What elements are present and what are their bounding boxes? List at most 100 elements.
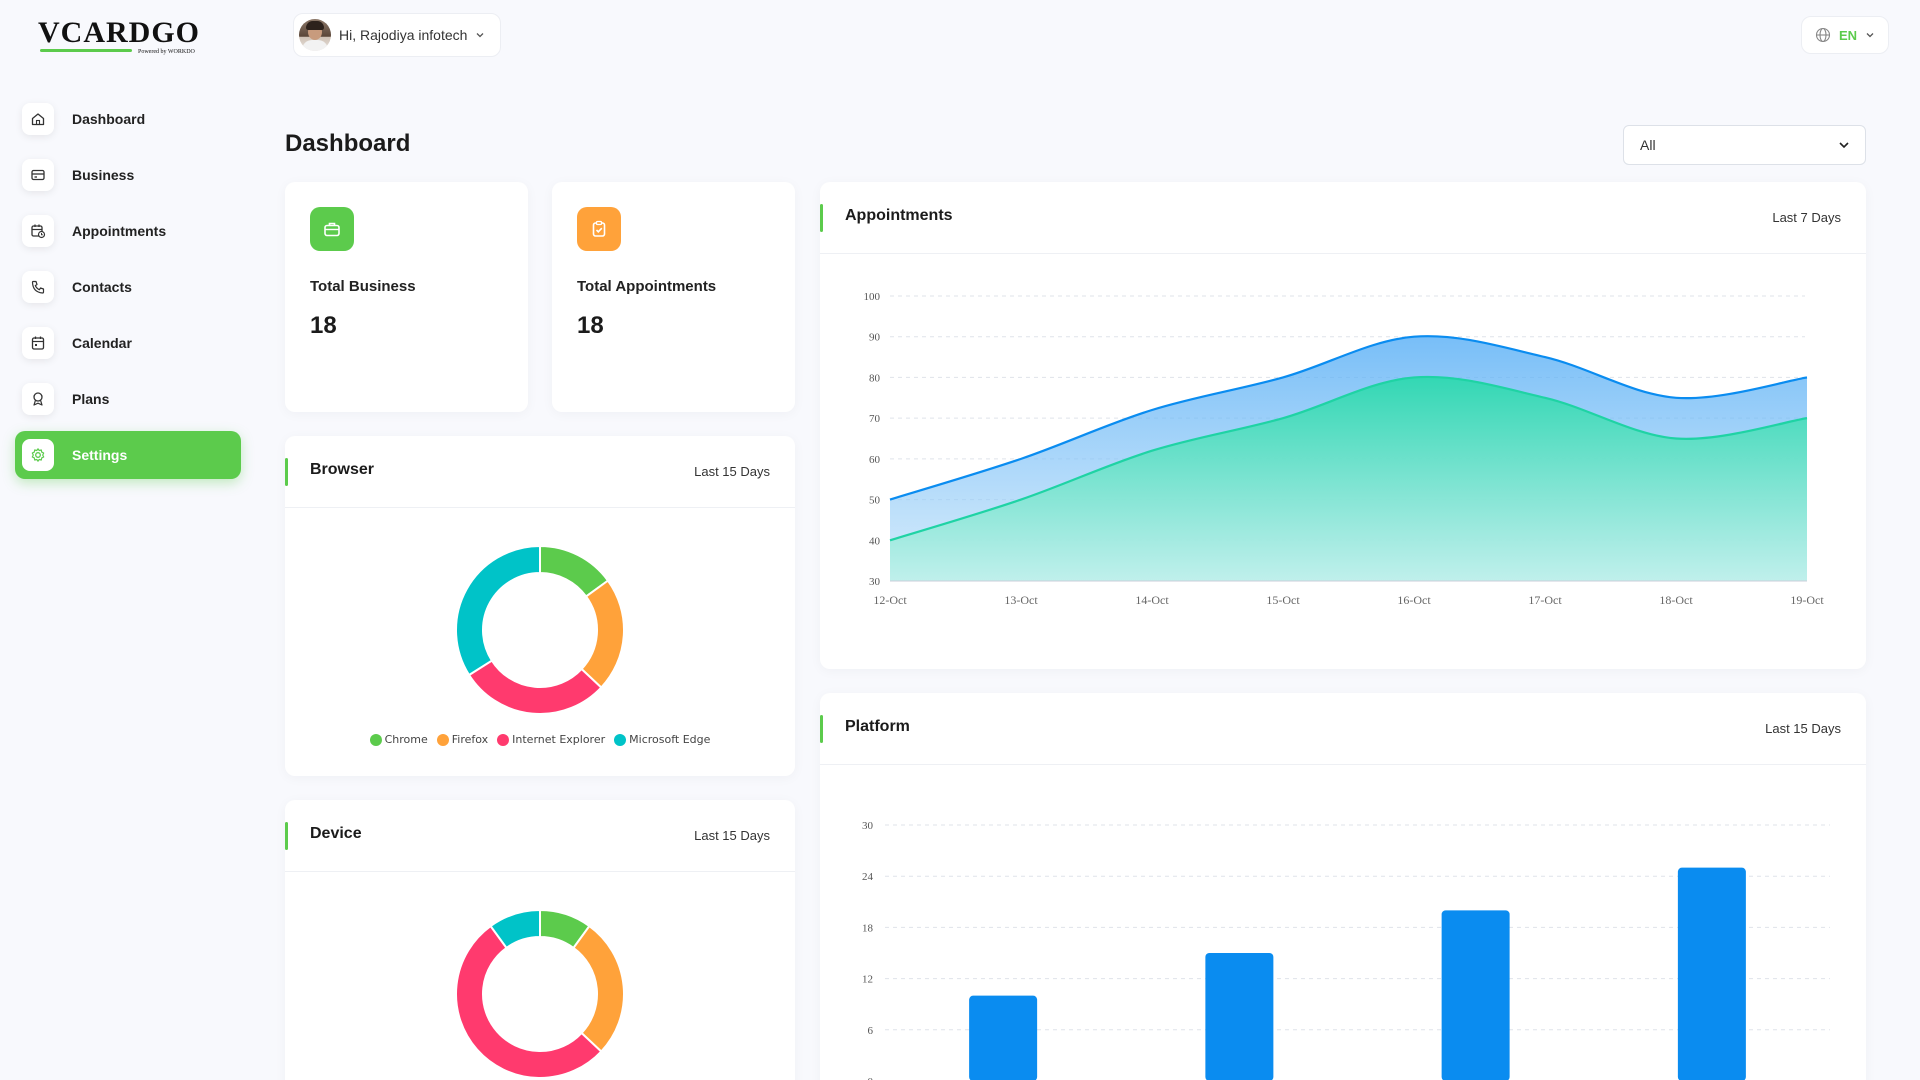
y-tick-label: 80 [869,372,881,384]
total-business-card: Total Business 18 [285,182,528,412]
chevron-down-icon [476,33,484,38]
y-tick-label: 50 [869,495,881,507]
date-range: Last 7 Days [1772,210,1841,225]
x-tick-label: 15-Oct [1266,593,1300,607]
sidebar-item-dashboard[interactable]: Dashboard [15,95,241,143]
y-tick-label: 90 [869,332,881,344]
sidebar-item-label: Calendar [72,335,132,351]
sidebar-item-appointments[interactable]: Appointments [15,207,241,255]
card-title: Browser [310,461,375,478]
card-icon [22,159,54,191]
card-title: Platform [845,718,910,735]
legend-item[interactable]: Internet Explorer [497,733,605,746]
sidebar-item-calendar[interactable]: Calendar [15,319,241,367]
sidebar-item-settings[interactable]: Settings [15,431,241,479]
y-tick-label: 0 [868,1076,874,1080]
date-range: Last 15 Days [694,464,770,479]
user-greeting: Hi, Rajodiya infotech [339,27,468,43]
x-tick-label: 16-Oct [1397,593,1431,607]
device-donut-chart [455,908,625,1079]
y-tick-label: 60 [869,454,881,466]
logo-text: VCARDGO [38,16,200,49]
series-line-1 [889,335,1808,501]
gear-icon [22,439,54,471]
filter-value: All [1640,137,1656,153]
series-line-2 [889,375,1808,542]
card-title: Device [310,825,362,842]
y-tick-label: 70 [869,413,881,425]
language-selector[interactable]: EN [1801,16,1889,54]
stat-label: Total Appointments [577,278,717,295]
date-range: Last 15 Days [1765,721,1841,736]
total-appointments-card: Total Appointments 18 [552,182,795,412]
x-tick-label: 13-Oct [1004,593,1038,607]
device-card: Device Last 15 Days [285,800,795,1080]
card-header: Platform Last 15 Days [820,693,1866,765]
stat-value: 18 [577,312,604,339]
card-title: Appointments [845,207,953,224]
sidebar-item-label: Settings [72,447,128,463]
user-menu[interactable]: Hi, Rajodiya infotech [293,13,501,57]
sidebar-item-plans[interactable]: Plans [15,375,241,423]
chevron-down-icon [1839,142,1849,149]
appointments-card: Appointments Last 7 Days 30 40 50 60 70 80 90 1… [820,182,1866,669]
browser-donut-chart [455,544,625,715]
x-tick-label: 19-Oct [1790,593,1824,607]
calendar-icon [22,327,54,359]
platform-bar[interactable] [1441,910,1510,1080]
legend-item[interactable]: Microsoft Edge [614,733,710,746]
y-tick-label: 100 [864,291,881,303]
language-code: EN [1838,27,1858,43]
legend-item[interactable]: Firefox [436,733,488,746]
browser-card: Browser Last 15 Days Chrome Firefox Inte… [285,436,795,776]
briefcase-icon [310,207,354,251]
logo-tagline: Powered by WORKDO [138,49,196,55]
business-filter-select[interactable]: All [1623,125,1866,165]
platform-bar-chart: 0 6 12 18 24 30 [862,820,1830,1080]
legend-item[interactable]: Chrome [369,733,428,746]
avatar [299,19,331,51]
sidebar: Dashboard Business Appointments Contacts… [15,95,241,487]
donut-slice-firefox[interactable] [580,579,625,689]
x-tick-label: 17-Oct [1528,593,1562,607]
donut-slice-microsoft-edge[interactable] [455,544,541,677]
clipboard-check-icon [577,207,621,251]
x-tick-label: 14-Oct [1135,593,1169,607]
x-tick-label: 18-Oct [1659,593,1693,607]
browser-legend: Chrome Firefox Internet Explorer Microso… [285,733,795,746]
y-tick-label: 40 [869,535,881,547]
y-tick-label: 18 [862,922,874,934]
sidebar-item-business[interactable]: Business [15,151,241,199]
platform-bar[interactable] [969,995,1038,1080]
y-tick-label: 30 [869,576,881,588]
platform-card: Platform Last 15 Days 0 6 12 18 24 30 [820,693,1866,1080]
card-header: Browser Last 15 Days [285,436,795,508]
card-header: Device Last 15 Days [285,800,795,872]
sidebar-item-label: Plans [72,391,110,407]
series-area-2 [890,376,1807,581]
stat-value: 18 [310,312,337,339]
calendar-clock-icon [22,215,54,247]
donut-slice-microsoft-edge[interactable] [489,908,541,950]
appointments-area-chart: 30 40 50 60 70 80 90 100 12-Oct 13-Oct 14-Oct 15-Oc… [864,291,1825,607]
sidebar-item-label: Contacts [72,279,132,295]
chevron-down-icon [1866,33,1874,38]
globe-icon [1815,27,1831,43]
sidebar-item-label: Dashboard [72,111,146,127]
date-range: Last 15 Days [694,828,770,843]
phone-icon [22,271,54,303]
y-tick-label: 30 [862,820,874,832]
sidebar-item-label: Business [72,167,135,183]
y-tick-label: 12 [862,974,873,986]
award-icon [22,383,54,415]
stat-label: Total Business [310,278,416,295]
x-tick-label: 12-Oct [873,593,907,607]
donut-slice-internet-explorer[interactable] [467,659,603,715]
y-tick-label: 6 [868,1025,874,1037]
platform-bar[interactable] [1205,953,1274,1080]
card-header: Appointments Last 7 Days [820,182,1866,254]
brand-logo[interactable]: VCARDGO Powered by WORKDO [38,12,228,60]
donut-slice-internet-explorer[interactable] [455,924,603,1079]
sidebar-item-contacts[interactable]: Contacts [15,263,241,311]
platform-bar[interactable] [1677,867,1746,1080]
